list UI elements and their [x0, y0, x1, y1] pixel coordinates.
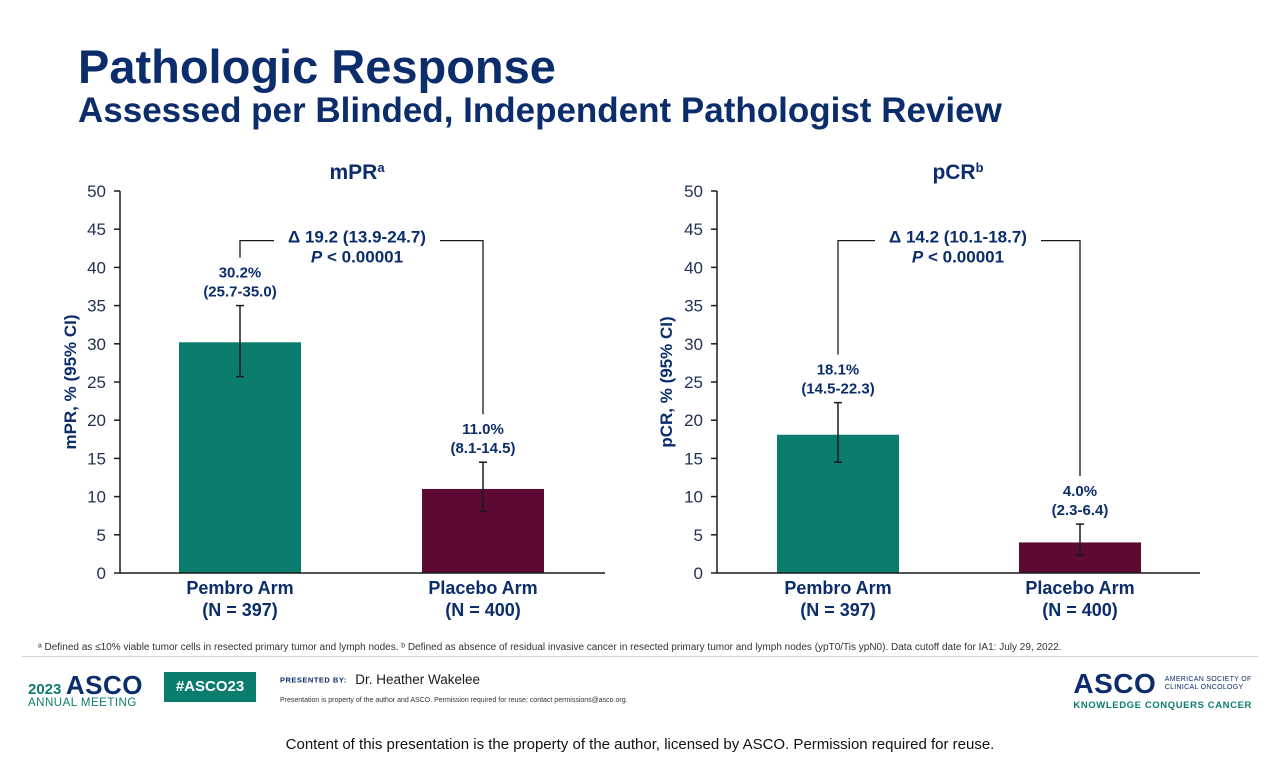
bracket-right	[1041, 240, 1081, 477]
y-axis-label: pCR, % (95% CI)	[657, 316, 676, 447]
value-label: 11.0%	[462, 421, 504, 438]
ci-label: (8.1-14.5)	[450, 440, 515, 457]
society-logo-asco: ASCO	[1073, 668, 1157, 699]
y-tick-label: 30	[87, 335, 106, 354]
ci-label: (14.5-22.3)	[801, 381, 874, 398]
y-tick-label: 5	[694, 526, 703, 545]
footnote: ᵃ Defined as ≤10% viable tumor cells in …	[38, 642, 1062, 653]
x-category-label: Placebo Arm	[428, 578, 537, 598]
y-tick-label: 50	[87, 182, 106, 201]
ci-label: (25.7-35.0)	[203, 284, 276, 301]
asco-society-logo: ASCO AMERICAN SOCIETY OF CLINICAL ONCOLO…	[1073, 668, 1252, 711]
x-category-n-label: (N = 397)	[800, 600, 876, 620]
x-category-label: Pembro Arm	[186, 578, 293, 598]
society-name-line2: CLINICAL ONCOLOGY	[1164, 684, 1244, 691]
y-tick-label: 15	[87, 449, 106, 468]
x-category-n-label: (N = 400)	[1042, 600, 1118, 620]
y-axis-label: mPR, % (95% CI)	[61, 314, 80, 449]
p-value-annotation: P < 0.00001	[311, 248, 403, 267]
p-value-annotation: P < 0.00001	[912, 248, 1004, 267]
bracket-left	[837, 240, 875, 355]
y-tick-label: 0	[694, 564, 703, 583]
y-tick-label: 10	[87, 488, 106, 507]
property-note: Presentation is property of the author a…	[280, 697, 628, 704]
bar-pembro	[179, 342, 301, 573]
y-tick-label: 25	[684, 373, 703, 392]
y-tick-label: 50	[684, 182, 703, 201]
page-subtitle: Assessed per Blinded, Independent Pathol…	[78, 91, 1002, 130]
value-label: 4.0%	[1063, 483, 1097, 500]
chart-title: pCRb	[932, 160, 983, 184]
x-category-label: Pembro Arm	[784, 578, 891, 598]
chart-2: pCRb pCR, % (95% CI) 0 5 10 15 20 25 30 35 40 45 50 1…	[657, 160, 1200, 620]
y-tick-label: 15	[684, 449, 703, 468]
x-category-label: Placebo Arm	[1025, 578, 1134, 598]
y-tick-label: 40	[87, 258, 106, 277]
presenter-block: PRESENTED BY: Dr. Heather Wakelee Presen…	[280, 671, 628, 704]
footer-divider	[22, 656, 1258, 657]
logo-year: 2023	[28, 681, 62, 698]
presented-by-label: PRESENTED BY:	[280, 675, 347, 685]
y-tick-label: 25	[87, 373, 106, 392]
y-tick-label: 0	[97, 564, 106, 583]
page-title: Pathologic Response	[78, 40, 556, 93]
y-tick-label: 45	[87, 220, 106, 239]
x-category-n-label: (N = 400)	[445, 600, 521, 620]
p-symbol: P	[311, 248, 323, 267]
society-tagline: KNOWLEDGE CONQUERS CANCER	[1073, 700, 1252, 711]
p-symbol: P	[912, 248, 924, 267]
y-tick-label: 35	[684, 297, 703, 316]
y-tick-label: 30	[684, 335, 703, 354]
bracket-left	[239, 240, 274, 258]
p-value: < 0.00001	[923, 248, 1004, 267]
value-label: 30.2%	[219, 265, 262, 282]
x-category-n-label: (N = 397)	[202, 600, 278, 620]
chart-title: mPRa	[329, 160, 385, 184]
chart-title-text: pCR	[932, 161, 975, 184]
chart-1: mPRa mPR, % (95% CI) 0 5 10 15 20 25 30 35 40 45 50 3…	[61, 160, 605, 620]
chart-title-superscript: a	[377, 160, 385, 175]
copyright-notice: Content of this presentation is the prop…	[285, 736, 995, 753]
presenter-name: Dr. Heather Wakelee	[355, 672, 481, 688]
delta-annotation: Δ 19.2 (13.9-24.7)	[288, 228, 426, 247]
y-tick-label: 5	[97, 526, 106, 545]
y-tick-label: 40	[684, 258, 703, 277]
logo-asco-text: ASCO	[65, 670, 143, 700]
y-tick-label: 45	[684, 220, 703, 239]
asco-annual-meeting-logo: 2023 ASCO ANNUAL MEETING	[28, 670, 143, 709]
y-tick-label: 35	[87, 297, 106, 316]
society-name-line1: AMERICAN SOCIETY OF	[1164, 675, 1252, 683]
chart-title-text: mPR	[329, 161, 377, 184]
y-tick-label: 10	[684, 488, 703, 507]
hashtag-badge: #ASCO23	[164, 672, 256, 702]
logo-annual-meeting: ANNUAL MEETING	[28, 697, 137, 709]
bracket-right	[440, 240, 484, 415]
chart-title-superscript: b	[976, 160, 984, 175]
y-tick-label: 20	[684, 411, 703, 430]
p-value: < 0.00001	[322, 248, 403, 267]
y-tick-label: 20	[87, 411, 106, 430]
value-label: 18.1%	[817, 362, 860, 379]
society-name: AMERICAN SOCIETY OF CLINICAL ONCOLOGY	[1165, 676, 1252, 693]
ci-label: (2.3-6.4)	[1052, 502, 1109, 519]
delta-annotation: Δ 14.2 (10.1-18.7)	[889, 228, 1027, 247]
